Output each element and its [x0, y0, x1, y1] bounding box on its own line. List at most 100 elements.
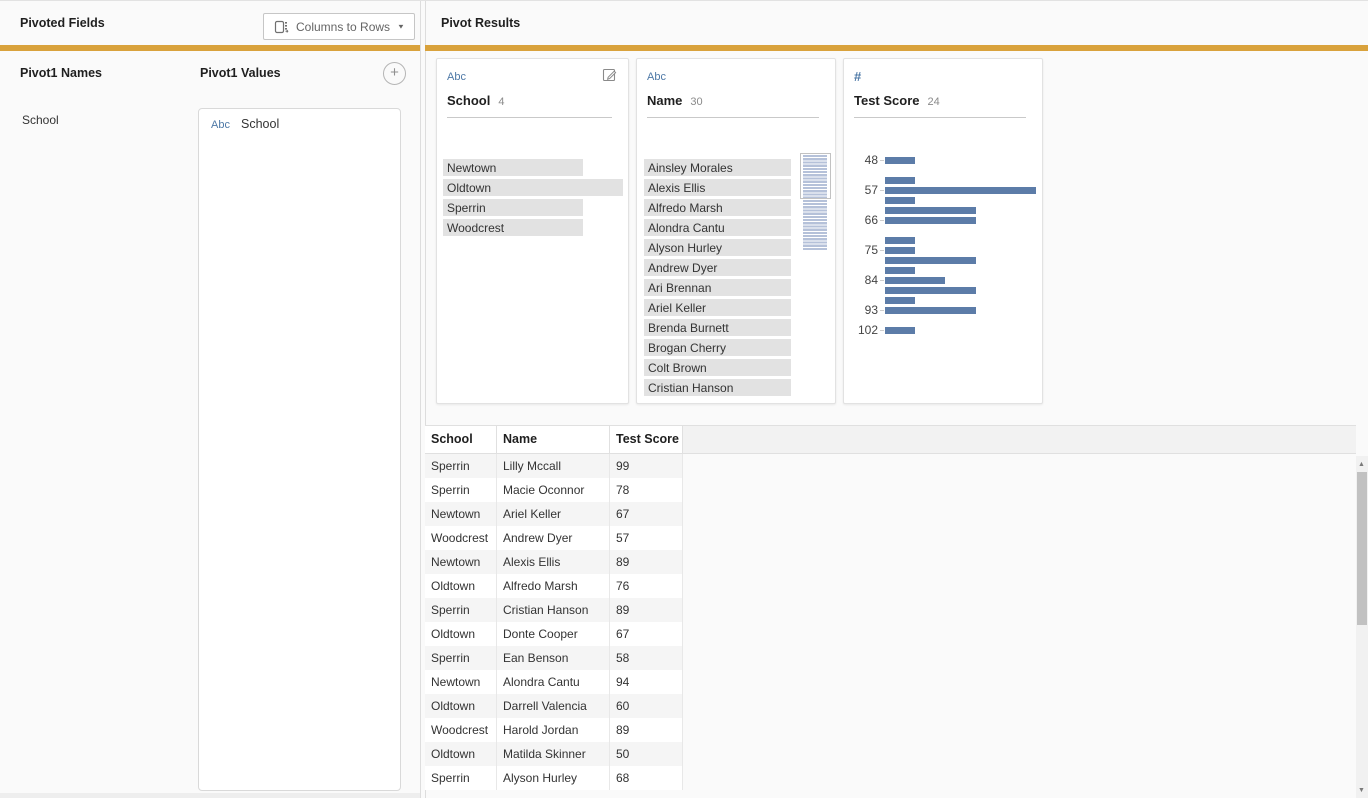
add-pivot-button[interactable]: +: [383, 62, 406, 85]
histogram-bar[interactable]: [885, 237, 915, 244]
grid-row[interactable]: OldtownDarrell Valencia60: [425, 694, 683, 718]
grid-row[interactable]: OldtownDonte Cooper67: [425, 622, 683, 646]
string-type-icon: Abc: [647, 71, 666, 83]
grid-cell: Oldtown: [425, 622, 497, 646]
value-label: Woodcrest: [443, 221, 504, 235]
grid-cell: 58: [610, 646, 683, 670]
histogram-bar[interactable]: [885, 207, 976, 214]
scrollbar-thumb[interactable]: [1357, 472, 1367, 625]
histogram-bar[interactable]: [885, 327, 915, 334]
domain-value-row[interactable]: Brogan Cherry: [644, 339, 791, 359]
histogram-bar[interactable]: [885, 257, 976, 264]
left-panel-hscroll-track[interactable]: [0, 793, 420, 798]
grid-row[interactable]: SperrinEan Benson58: [425, 646, 683, 670]
grid-cell: 89: [610, 718, 683, 742]
grid-cell: Ariel Keller: [497, 502, 610, 526]
domain-value-row[interactable]: Cristian Hanson: [644, 379, 791, 399]
histogram-bar[interactable]: [885, 287, 976, 294]
columns-to-rows-icon: [274, 19, 289, 34]
domain-value-row[interactable]: Woodcrest: [443, 219, 624, 239]
pivot-type-dropdown-button[interactable]: Columns to Rows ▼: [263, 13, 415, 40]
grid-row[interactable]: OldtownMatilda Skinner50: [425, 742, 683, 766]
grid-cell: 78: [610, 478, 683, 502]
grid-row[interactable]: OldtownAlfredo Marsh76: [425, 574, 683, 598]
histogram-bar[interactable]: [885, 267, 915, 274]
domain-value-row[interactable]: Alexis Ellis: [644, 179, 791, 199]
histogram-bar[interactable]: [885, 277, 945, 284]
value-label: Alfredo Marsh: [644, 201, 723, 215]
minimap-viewport-handle[interactable]: [800, 153, 831, 199]
grid-cell: Sperrin: [425, 598, 497, 622]
domain-value-row[interactable]: Sperrin: [443, 199, 624, 219]
axis-tick-label: 84: [846, 274, 878, 287]
grid-row[interactable]: WoodcrestHarold Jordan89: [425, 718, 683, 742]
grid-cell: Woodcrest: [425, 718, 497, 742]
grid-cell: 68: [610, 766, 683, 790]
histogram-bar[interactable]: [885, 297, 915, 304]
histogram-bar[interactable]: [885, 307, 976, 314]
grid-column-header-school[interactable]: School: [425, 426, 497, 453]
grid-cell: 67: [610, 502, 683, 526]
domain-value-row[interactable]: Ariel Keller: [644, 299, 791, 319]
pivot-value-field[interactable]: School: [241, 117, 279, 131]
grid-cell: Ean Benson: [497, 646, 610, 670]
domain-value-row[interactable]: Ainsley Morales: [644, 159, 791, 179]
pivot-values-dropzone[interactable]: Abc School: [198, 108, 401, 791]
domain-value-row[interactable]: Colt Brown: [644, 359, 791, 379]
grid-cell: 89: [610, 598, 683, 622]
card-divider: [447, 117, 612, 118]
edit-field-icon[interactable]: [602, 67, 618, 88]
grid-cell: 76: [610, 574, 683, 598]
test-score-histogram: 485766758493102: [844, 59, 1042, 403]
domain-value-row[interactable]: Ari Brennan: [644, 279, 791, 299]
axis-tick-mark: [880, 220, 884, 221]
grid-cell: 50: [610, 742, 683, 766]
scroll-up-arrow[interactable]: ▲: [1356, 460, 1367, 470]
histogram-bar[interactable]: [885, 187, 1036, 194]
grid-cell: Sperrin: [425, 454, 497, 478]
value-label: Ariel Keller: [644, 301, 706, 315]
value-label: Alexis Ellis: [644, 181, 705, 195]
grid-row[interactable]: NewtownAlondra Cantu94: [425, 670, 683, 694]
grid-cell: Cristian Hanson: [497, 598, 610, 622]
histogram-bar[interactable]: [885, 177, 915, 184]
domain-value-row[interactable]: Newtown: [443, 159, 624, 179]
histogram-bar[interactable]: [885, 157, 915, 164]
domain-value-row[interactable]: Oldtown: [443, 179, 624, 199]
domain-value-row[interactable]: Alondra Cantu: [644, 219, 791, 239]
domain-value-row[interactable]: Andrew Dyer: [644, 259, 791, 279]
grid-column-header-test-score[interactable]: Test Score: [610, 426, 683, 453]
grid-row[interactable]: SperrinMacie Oconnor78: [425, 478, 683, 502]
grid-row[interactable]: SperrinCristian Hanson89: [425, 598, 683, 622]
scroll-down-arrow[interactable]: ▼: [1356, 786, 1367, 796]
grid-column-header-name[interactable]: Name: [497, 426, 610, 453]
grid-cell: Woodcrest: [425, 526, 497, 550]
field-name[interactable]: Name: [647, 93, 682, 108]
grid-row[interactable]: SperrinAlyson Hurley68: [425, 766, 683, 790]
value-label: Newtown: [443, 161, 496, 175]
grid-row[interactable]: NewtownAlexis Ellis89: [425, 550, 683, 574]
data-grid-header: School Name Test Score: [425, 425, 1356, 454]
value-label: Alondra Cantu: [644, 221, 725, 235]
pivot-results-panel: Pivot Results Abc School4 NewtownOldtown…: [425, 1, 1368, 798]
domain-value-row[interactable]: Brenda Burnett: [644, 319, 791, 339]
grid-row[interactable]: NewtownAriel Keller67: [425, 502, 683, 526]
grid-cell: Harold Jordan: [497, 718, 610, 742]
grid-cell: Sperrin: [425, 646, 497, 670]
profile-card-name: Abc Name30 Ainsley MoralesAlexis EllisAl…: [636, 58, 836, 404]
axis-tick-mark: [880, 330, 884, 331]
results-vertical-scrollbar[interactable]: ▲ ▼: [1356, 456, 1368, 798]
pivot-name-item-school[interactable]: School: [22, 113, 59, 127]
field-name[interactable]: School: [447, 93, 490, 108]
histogram-bar[interactable]: [885, 197, 915, 204]
domain-value-row[interactable]: Alfredo Marsh: [644, 199, 791, 219]
histogram-bar[interactable]: [885, 247, 915, 254]
grid-row[interactable]: SperrinLilly Mccall99: [425, 454, 683, 478]
profile-card-values-0: Newtown OldtownSperrin Woodcrest: [443, 159, 624, 239]
domain-value-row[interactable]: Alyson Hurley: [644, 239, 791, 259]
grid-cell: Newtown: [425, 550, 497, 574]
histogram-bar[interactable]: [885, 217, 976, 224]
pivoted-fields-title: Pivoted Fields: [20, 1, 105, 45]
grid-cell: Oldtown: [425, 742, 497, 766]
grid-row[interactable]: WoodcrestAndrew Dyer57: [425, 526, 683, 550]
